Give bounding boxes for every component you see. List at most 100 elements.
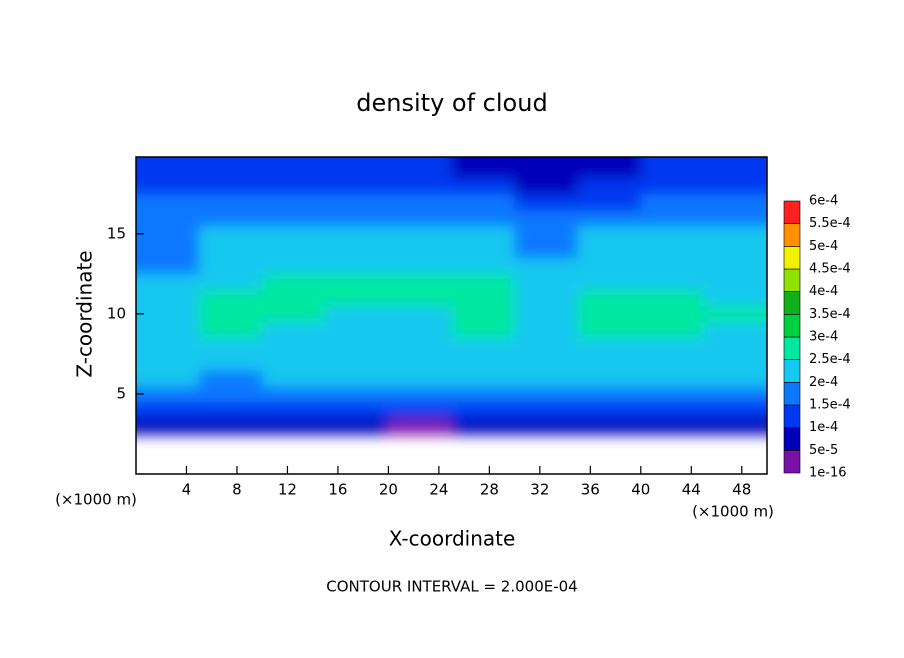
field-cell bbox=[577, 209, 642, 227]
field-cell bbox=[514, 209, 579, 227]
field-cell bbox=[577, 369, 642, 387]
field-cell bbox=[640, 337, 705, 355]
colorbar-swatch bbox=[783, 314, 801, 338]
field-cell bbox=[640, 401, 705, 419]
field-cell bbox=[136, 157, 200, 179]
colorbar-label: 3.5e-4 bbox=[809, 307, 851, 322]
field-cell bbox=[451, 273, 516, 291]
field-cell bbox=[451, 177, 516, 195]
colorbar-swatch bbox=[783, 223, 801, 247]
field-cell bbox=[703, 177, 767, 195]
field-cell bbox=[451, 225, 516, 243]
y-tick-label: 10 bbox=[107, 304, 126, 322]
field-cell bbox=[388, 417, 452, 435]
field-cell bbox=[388, 305, 452, 323]
field-cell bbox=[325, 337, 389, 355]
field-cell bbox=[577, 305, 642, 323]
colorbar-swatch bbox=[783, 200, 801, 224]
field-cell bbox=[640, 305, 705, 323]
field-cell bbox=[262, 157, 326, 179]
x-tick-label: 12 bbox=[278, 481, 297, 499]
colorbar-swatch bbox=[783, 382, 801, 406]
field-cell bbox=[388, 257, 452, 275]
field-cell bbox=[451, 385, 516, 403]
colorbar-label: 5e-4 bbox=[809, 239, 838, 254]
field-cell bbox=[325, 385, 389, 403]
field-cell bbox=[514, 289, 579, 307]
field-cell bbox=[640, 193, 705, 211]
field-cell bbox=[703, 273, 767, 291]
field-cell bbox=[577, 385, 642, 403]
field-cell bbox=[703, 401, 767, 419]
field-cell bbox=[388, 225, 452, 243]
field-cell bbox=[577, 193, 642, 211]
field-cell bbox=[325, 209, 389, 227]
field-cell bbox=[199, 157, 263, 179]
field-cell bbox=[514, 273, 579, 291]
field-cell bbox=[388, 241, 452, 259]
field-cell bbox=[703, 417, 767, 435]
field-cell bbox=[640, 289, 705, 307]
colorbar-swatch bbox=[783, 291, 801, 315]
field-cell bbox=[199, 337, 263, 355]
colorbar-label: 1e-16 bbox=[809, 466, 847, 481]
field-cell bbox=[451, 241, 516, 259]
field-cell bbox=[640, 157, 705, 179]
field-cell bbox=[325, 353, 389, 371]
y-tick-label: 5 bbox=[116, 384, 126, 402]
field-cell bbox=[199, 273, 263, 291]
field-cell bbox=[199, 257, 263, 275]
field-cell bbox=[451, 305, 516, 323]
field-cell bbox=[451, 257, 516, 275]
field-cell bbox=[640, 273, 705, 291]
field-cells bbox=[136, 157, 767, 435]
field-cell bbox=[388, 353, 452, 371]
colorbar-label: 5e-5 bbox=[809, 443, 838, 458]
colorbar-label: 5.5e-4 bbox=[809, 216, 851, 231]
field-cell bbox=[577, 401, 642, 419]
x-tick-label: 44 bbox=[682, 481, 701, 499]
colorbar-swatch bbox=[783, 404, 801, 428]
field-cell bbox=[136, 273, 200, 291]
field-cell bbox=[199, 241, 263, 259]
field-cell bbox=[640, 257, 705, 275]
field-cell bbox=[325, 401, 389, 419]
field-cell bbox=[451, 321, 516, 339]
x-tick-label: 16 bbox=[328, 481, 347, 499]
annotation: CONTOUR INTERVAL = 2.000E-04 bbox=[326, 578, 577, 596]
field-cell bbox=[703, 241, 767, 259]
field-cell bbox=[325, 193, 389, 211]
field-cell bbox=[262, 193, 326, 211]
field-cell bbox=[703, 225, 767, 243]
field-cell bbox=[703, 157, 767, 179]
field-cell bbox=[136, 241, 200, 259]
y-unit: (×1000 m) bbox=[55, 491, 137, 509]
field-cell bbox=[388, 177, 452, 195]
field-cell bbox=[325, 369, 389, 387]
field-cell bbox=[136, 305, 200, 323]
field-cell bbox=[199, 289, 263, 307]
field-cell bbox=[199, 225, 263, 243]
colorbar-label: 1.5e-4 bbox=[809, 398, 851, 413]
field-cell bbox=[514, 193, 579, 211]
field-cell bbox=[325, 305, 389, 323]
field-cell bbox=[262, 337, 326, 355]
field-cell bbox=[262, 225, 326, 243]
field-cell bbox=[640, 241, 705, 259]
field-cell bbox=[640, 209, 705, 227]
field-cell bbox=[703, 337, 767, 355]
field-cell bbox=[703, 305, 767, 323]
field-cell bbox=[199, 417, 263, 435]
colorbar-label: 6e-4 bbox=[809, 194, 838, 209]
field-cell bbox=[451, 369, 516, 387]
field-cell bbox=[388, 289, 452, 307]
field-cell bbox=[136, 177, 200, 195]
field-cell bbox=[640, 385, 705, 403]
field-cell bbox=[136, 401, 200, 419]
field-cell bbox=[703, 385, 767, 403]
x-unit: (×1000 m) bbox=[692, 503, 774, 521]
field-cell bbox=[325, 225, 389, 243]
x-tick-label: 28 bbox=[480, 481, 499, 499]
field-cell bbox=[577, 417, 642, 435]
